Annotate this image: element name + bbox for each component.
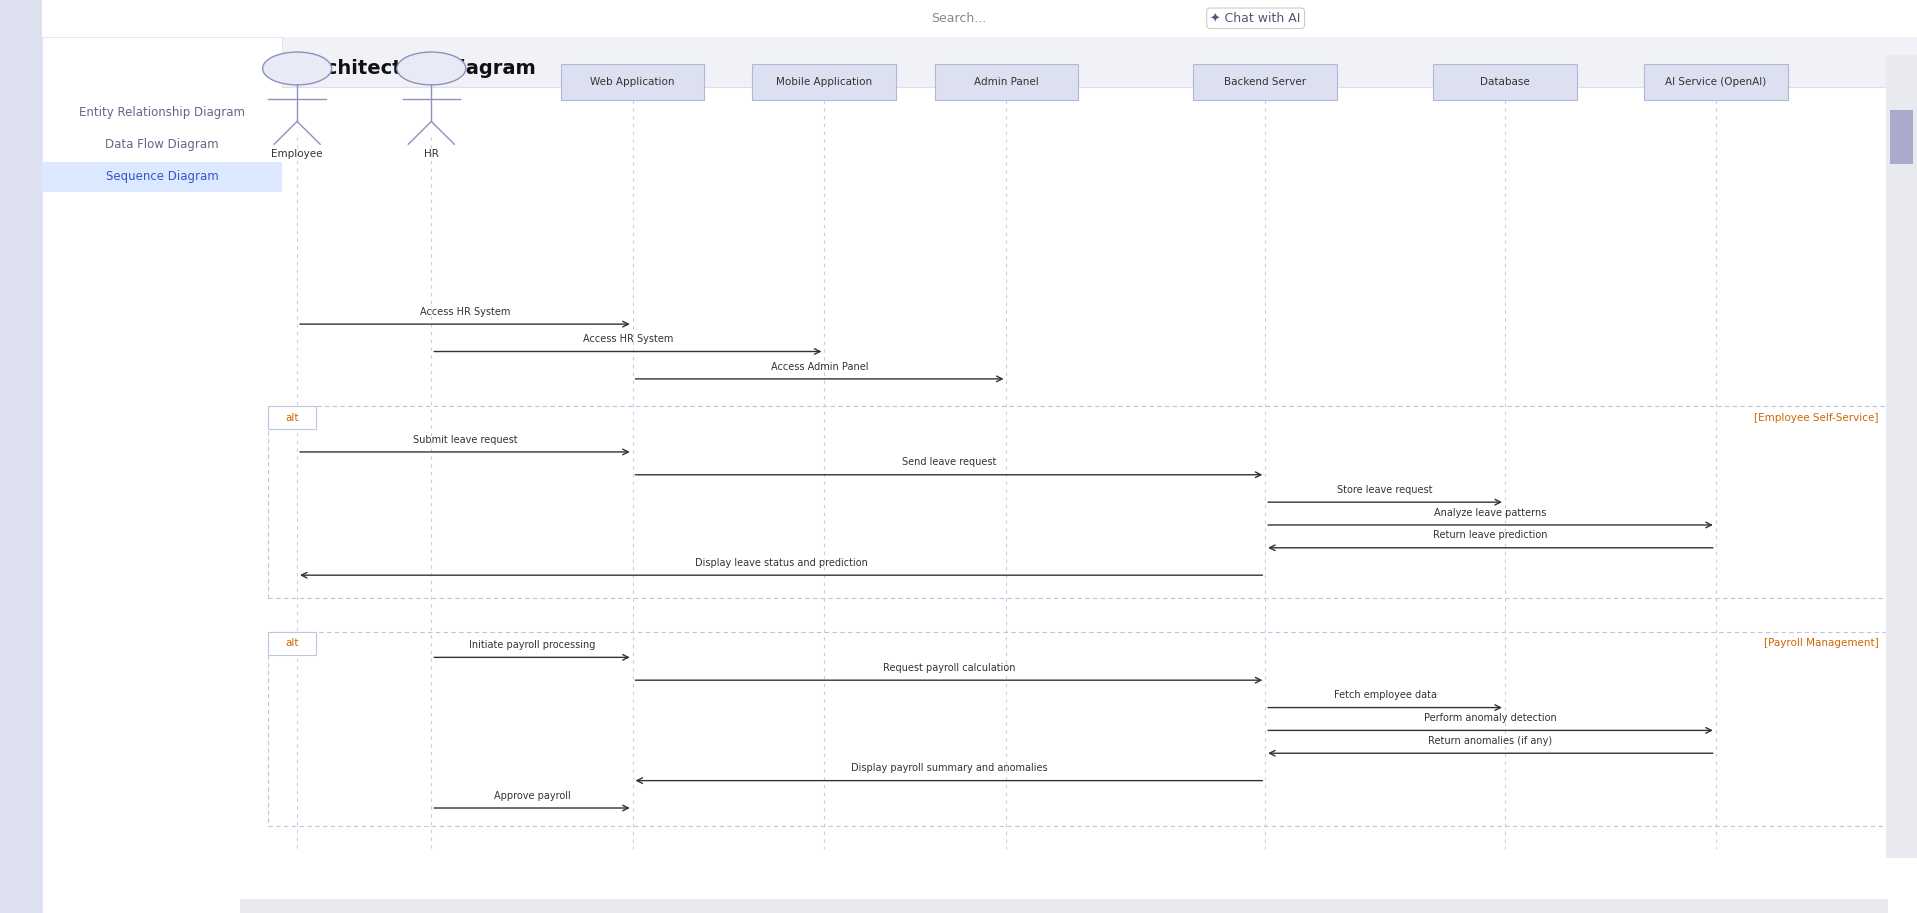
Text: Sequence Diagram: Sequence Diagram [105, 170, 219, 183]
Bar [268, 632, 1898, 826]
Text: HR: HR [424, 149, 439, 159]
Text: Data Flow Diagram: Data Flow Diagram [105, 138, 219, 151]
Bar [268, 406, 1898, 598]
Text: Approve payroll: Approve payroll [493, 791, 571, 801]
Text: Architecture diagram: Architecture diagram [301, 59, 535, 79]
Text: Fetch employee data: Fetch employee data [1334, 690, 1436, 700]
Text: Mobile Application: Mobile Application [776, 78, 872, 87]
Text: Database: Database [1480, 78, 1530, 87]
Bar [753, 64, 897, 100]
Text: Access Admin Panel: Access Admin Panel [771, 362, 868, 372]
Bar [935, 64, 1079, 100]
Text: [Payroll Management]: [Payroll Management] [1764, 638, 1879, 648]
Bar [562, 64, 705, 100]
Text: Access HR System: Access HR System [583, 334, 673, 344]
Text: Access HR System: Access HR System [420, 307, 510, 317]
Text: Display leave status and prediction: Display leave status and prediction [694, 558, 868, 568]
Bar [42, 37, 282, 913]
Bar [42, 162, 282, 192]
Bar [1192, 64, 1338, 100]
Text: Store leave request: Store leave request [1338, 485, 1432, 495]
Text: [Employee Self-Service]: [Employee Self-Service] [1754, 413, 1879, 423]
Text: Submit leave request: Submit leave request [412, 435, 518, 445]
Text: alt: alt [286, 413, 299, 423]
Text: Request payroll calculation: Request payroll calculation [882, 663, 1016, 673]
Circle shape [397, 52, 466, 85]
Bar [1645, 64, 1789, 100]
Text: Employee: Employee [272, 149, 322, 159]
Text: Send leave request: Send leave request [901, 457, 997, 467]
Bar [1890, 110, 1913, 164]
Bar [268, 632, 316, 655]
Text: AI Service (OpenAI): AI Service (OpenAI) [1666, 78, 1766, 87]
Text: Backend Server: Backend Server [1225, 78, 1305, 87]
Text: ✦ Chat with AI: ✦ Chat with AI [1210, 12, 1302, 25]
Bar [268, 406, 316, 429]
Text: Initiate payroll processing: Initiate payroll processing [470, 640, 594, 650]
Text: alt: alt [286, 638, 299, 648]
Bar [1434, 64, 1576, 100]
Text: Display payroll summary and anomalies: Display payroll summary and anomalies [851, 763, 1047, 773]
Bar [42, 0, 1917, 37]
Text: Perform anomaly detection: Perform anomaly detection [1424, 713, 1557, 723]
Bar [0, 0, 42, 913]
Text: Search...: Search... [932, 12, 985, 25]
Text: Analyze leave patterns: Analyze leave patterns [1434, 508, 1547, 518]
Text: Return anomalies (if any): Return anomalies (if any) [1428, 736, 1553, 746]
Text: Entity Relationship Diagram: Entity Relationship Diagram [79, 106, 245, 119]
Circle shape [263, 52, 332, 85]
Bar [1886, 55, 1917, 858]
Text: Web Application: Web Application [590, 78, 675, 87]
Text: Return leave prediction: Return leave prediction [1434, 530, 1547, 540]
Bar [240, 899, 1888, 913]
Text: Admin Panel: Admin Panel [974, 78, 1039, 87]
Bar [282, 87, 1917, 913]
